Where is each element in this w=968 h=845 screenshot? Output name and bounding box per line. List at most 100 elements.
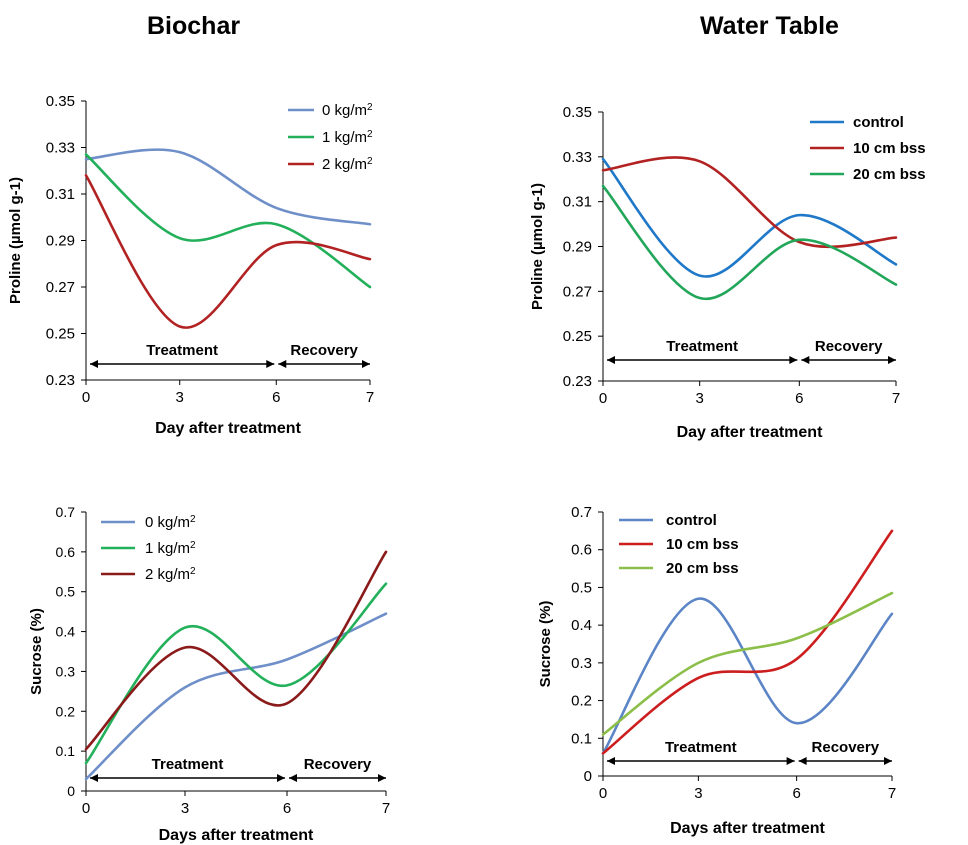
x-tick-label: 0: [599, 785, 607, 802]
legend-label: 2 kg/m2: [145, 566, 196, 584]
x-axis-label: Days after treatment: [670, 820, 825, 837]
y-tick-label: 0.1: [571, 730, 592, 747]
recovery-label: Recovery: [815, 338, 883, 355]
legend-label: 1 kg/m2: [322, 129, 373, 147]
x-axis-label: Days after treatment: [159, 827, 314, 844]
treatment-label: Treatment: [666, 338, 738, 355]
legend-label: 10 cm bss: [853, 140, 926, 157]
x-axis-label: Day after treatment: [155, 420, 302, 437]
y-tick-label: 0.4: [571, 617, 592, 634]
y-axis-label: Sucrose (%): [537, 601, 554, 688]
series-line-2: [601, 529, 894, 755]
recovery-label: Recovery: [812, 739, 880, 756]
legend-label: control: [853, 114, 904, 131]
y-tick-label: 0.31: [46, 186, 75, 203]
x-tick-label: 7: [888, 785, 896, 802]
series-line-2: [84, 153, 372, 289]
treatment-label: Treatment: [665, 739, 737, 756]
series-line-2: [84, 582, 388, 765]
legend-label: 10 cm bss: [666, 536, 739, 553]
y-tick-label: 0.23: [46, 372, 75, 389]
x-tick-label: 3: [694, 785, 702, 802]
recovery-arrow-left: [278, 360, 287, 368]
y-tick-label: 0.27: [563, 283, 592, 300]
y-axis-label: Sucrose (%): [28, 608, 45, 695]
x-tick-label: 0: [82, 389, 90, 406]
recovery-arrow-right: [888, 356, 896, 364]
legend-label: 1 kg/m2: [145, 540, 196, 558]
x-tick-label: 6: [795, 390, 803, 407]
treatment-arrow-left: [90, 360, 98, 368]
series-line-1: [601, 597, 894, 755]
x-tick-label: 0: [82, 800, 90, 817]
x-tick-label: 6: [283, 800, 291, 817]
y-tick-label: 0.31: [563, 194, 592, 211]
x-tick-label: 3: [176, 389, 184, 406]
y-tick-label: 0.7: [56, 504, 76, 520]
chart-panel-3: 0 0.1 0.2 0.3 0.4 0.5 0.6 0.7 0 3 6 7 Days after tre…: [28, 504, 390, 844]
legend-label: 20 cm bss: [853, 166, 926, 183]
x-tick-label: 7: [892, 390, 900, 407]
legend-label: 2 kg/m2: [322, 156, 373, 174]
treatment-arrow-left: [90, 774, 98, 782]
y-tick-label: 0.29: [46, 233, 75, 250]
x-axis-label: Day after treatment: [677, 424, 824, 441]
recovery-arrow-right: [378, 774, 386, 782]
treatment-arrow-right: [789, 356, 798, 364]
x-tick-label: 7: [366, 389, 374, 406]
y-tick-label: 0.5: [56, 584, 76, 600]
y-tick-label: 0.3: [56, 663, 76, 679]
y-tick-label: 0.33: [563, 149, 592, 166]
y-tick-label: 0.35: [563, 104, 592, 121]
y-tick-label: 0: [67, 783, 75, 799]
legend-label: 0 kg/m2: [145, 514, 196, 532]
y-tick-label: 0.7: [571, 504, 592, 521]
recovery-label: Recovery: [290, 342, 358, 359]
treatment-arrow-right: [786, 757, 795, 765]
chart-panel-2: 0.23 0.25 0.27 0.29 0.31 0.33 0.35 0 3 6 7 Day afte…: [529, 104, 926, 441]
recovery-arrow-left: [798, 757, 807, 765]
recovery-arrow-left: [289, 774, 297, 782]
y-tick-label: 0.27: [46, 279, 75, 296]
treatment-label: Treatment: [152, 756, 224, 773]
y-tick-label: 0.5: [571, 579, 592, 596]
x-tick-label: 0: [599, 390, 607, 407]
legend-label: control: [666, 512, 717, 529]
y-axis-label: Proline (µmol g-1): [7, 177, 24, 304]
series-line-3: [601, 184, 898, 301]
x-tick-label: 6: [792, 785, 800, 802]
treatment-arrow-left: [607, 757, 615, 765]
series-line-3: [601, 591, 894, 736]
y-axis-label: Proline (µmol g-1): [529, 183, 546, 310]
recovery-arrow-left: [801, 356, 810, 364]
series-line-3: [84, 550, 388, 751]
water-table-title: Water Table: [700, 12, 839, 40]
x-tick-label: 3: [696, 390, 704, 407]
y-tick-label: 0.29: [563, 239, 592, 256]
treatment-label: Treatment: [146, 342, 218, 359]
recovery-arrow-right: [884, 757, 892, 765]
treatment-arrow-right: [266, 360, 275, 368]
legend-label: 20 cm bss: [666, 560, 739, 577]
y-tick-label: 0.6: [56, 544, 76, 560]
x-tick-label: 6: [272, 389, 280, 406]
chart-panel-1: 0.23 0.25 0.27 0.29 0.31 0.33 0.35 0 3 6 7 Day afte…: [7, 93, 374, 437]
y-tick-label: 0.25: [46, 326, 75, 343]
legend-label: 0 kg/m2: [322, 102, 373, 120]
y-tick-label: 0.33: [46, 140, 75, 157]
y-tick-label: 0.35: [46, 93, 75, 110]
recovery-arrow-right: [362, 360, 370, 368]
y-tick-label: 0.2: [571, 693, 592, 710]
recovery-label: Recovery: [304, 756, 372, 773]
y-tick-label: 0.25: [563, 328, 592, 345]
x-tick-label: 3: [181, 800, 189, 817]
treatment-arrow-right: [277, 774, 285, 782]
series-line-1: [601, 157, 898, 278]
y-tick-label: 0.2: [56, 703, 76, 719]
y-tick-label: 0.1: [56, 743, 76, 759]
chart-panel-4: 0 0.1 0.2 0.3 0.4 0.5 0.6 0.7 0 3 6 7 Days after tre…: [537, 504, 896, 837]
series-line-3: [84, 174, 372, 329]
y-tick-label: 0.4: [56, 624, 76, 640]
y-tick-label: 0.23: [563, 373, 592, 390]
